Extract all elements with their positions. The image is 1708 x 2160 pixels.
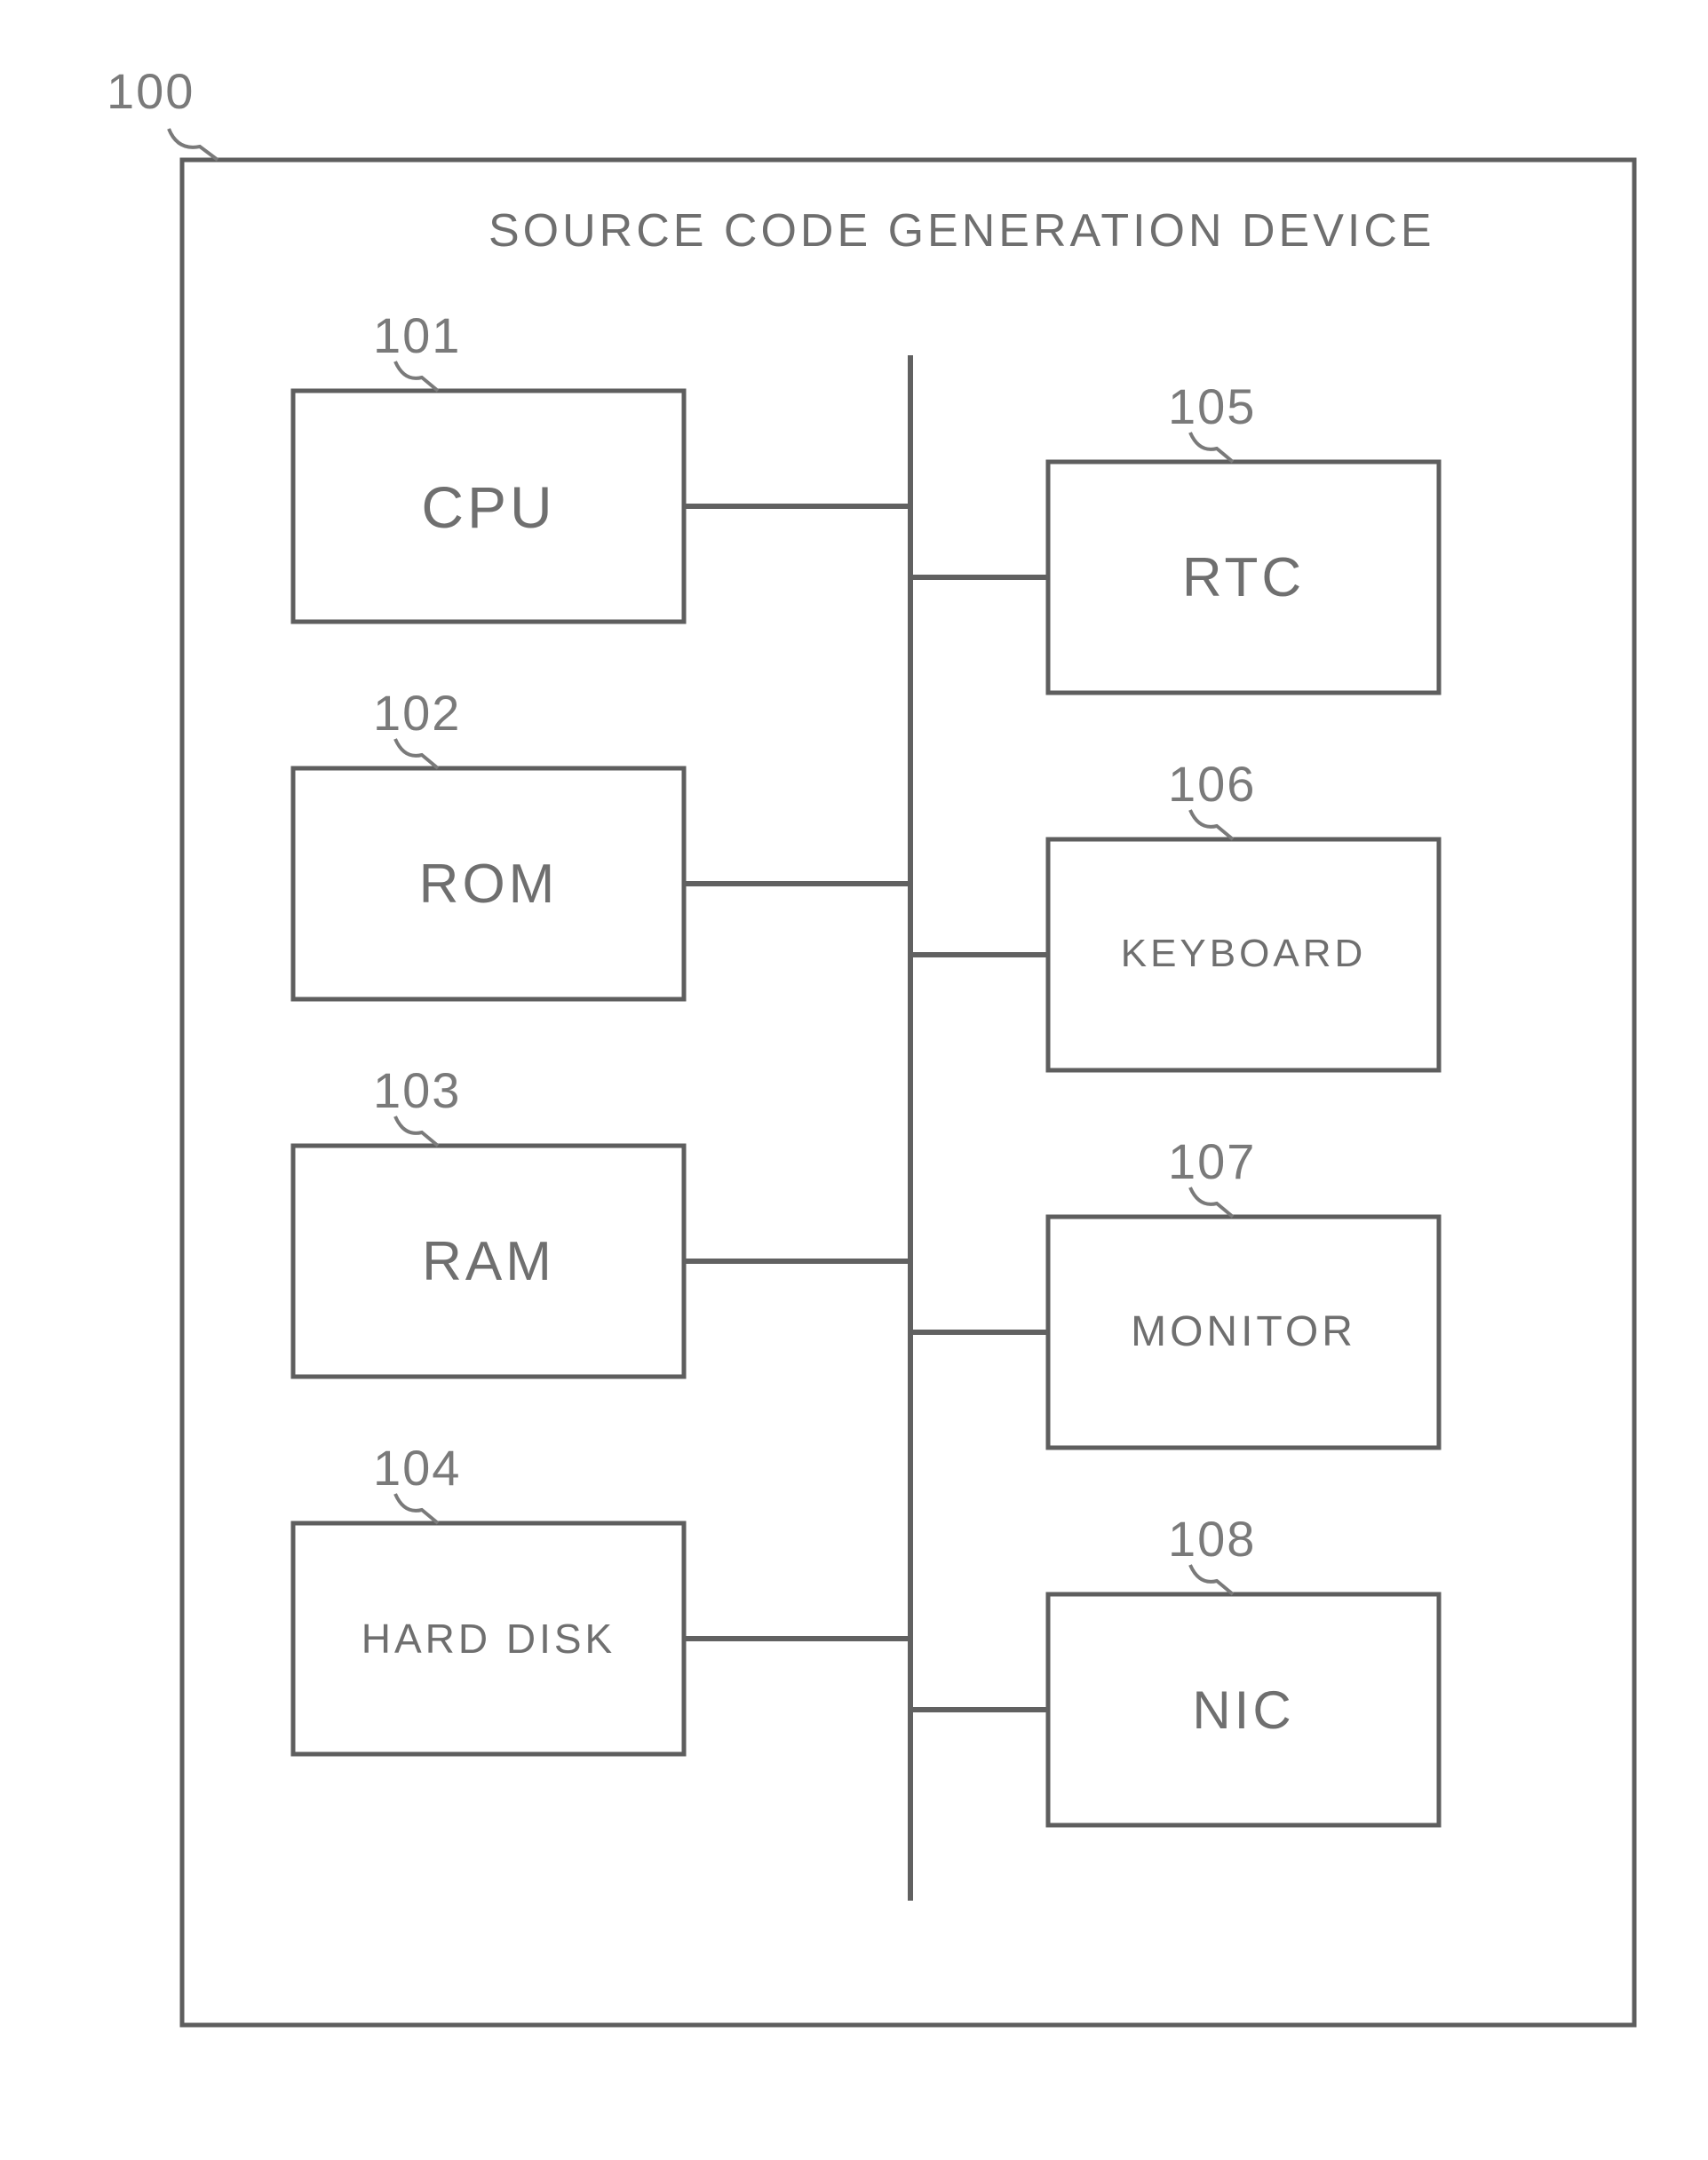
- label-hard-disk: HARD DISK: [293, 1615, 684, 1663]
- label-rtc: RTC: [1048, 546, 1439, 609]
- label-rom: ROM: [293, 853, 684, 916]
- label-ram: RAM: [293, 1230, 684, 1293]
- label-cpu: CPU: [293, 473, 684, 541]
- ref-rom: 102: [373, 684, 461, 742]
- ref-nic: 108: [1168, 1510, 1256, 1568]
- label-monitor: MONITOR: [1048, 1307, 1439, 1356]
- ref-monitor: 107: [1168, 1132, 1256, 1190]
- diagram-title: SOURCE CODE GENERATION DEVICE: [489, 204, 1435, 258]
- diagram-stage: { "diagram": { "title": "SOURCE CODE GEN…: [0, 0, 1708, 2160]
- ref-rtc: 105: [1168, 377, 1256, 435]
- ref-cpu: 101: [373, 306, 461, 364]
- ref-ram: 103: [373, 1061, 461, 1119]
- outer-ref-number: 100: [107, 62, 195, 120]
- label-keyboard: KEYBOARD: [1048, 932, 1439, 976]
- label-nic: NIC: [1048, 1680, 1439, 1741]
- diagram-svg: [0, 0, 1708, 2160]
- ref-keyboard: 106: [1168, 755, 1256, 813]
- ref-hard-disk: 104: [373, 1439, 461, 1497]
